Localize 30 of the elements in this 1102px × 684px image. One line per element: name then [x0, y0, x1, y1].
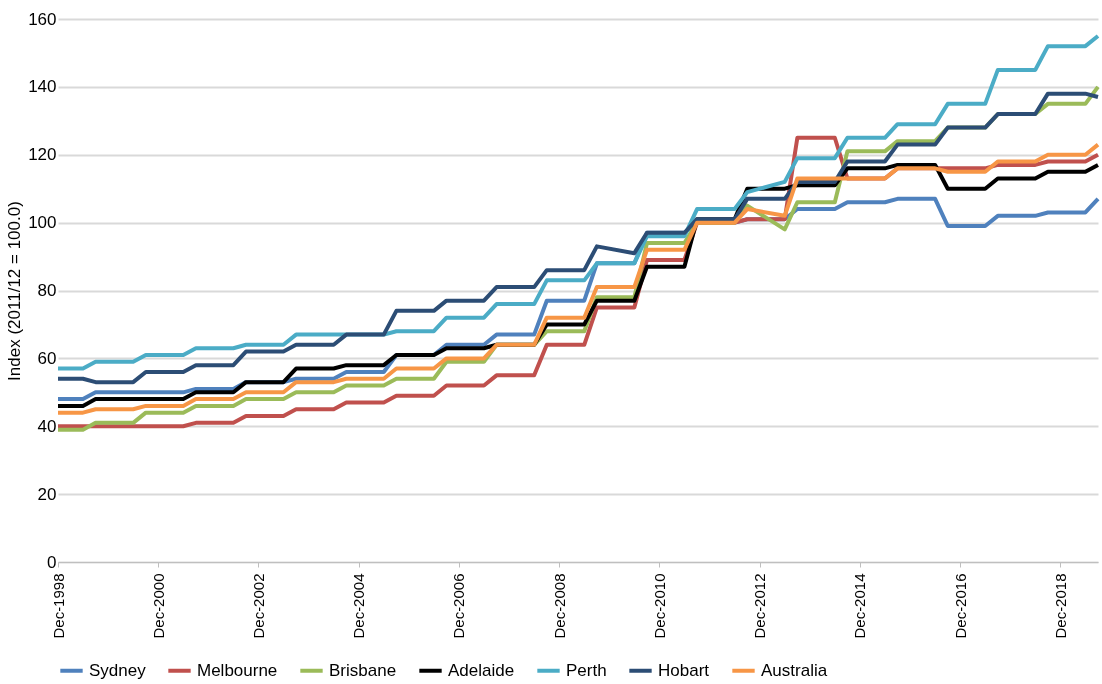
x-tick-label: Dec-2010	[650, 573, 668, 639]
y-tick-label: 100	[28, 213, 57, 233]
y-tick-label: 80	[37, 281, 57, 300]
y-tick-label: 60	[37, 348, 57, 368]
x-tick-label: Dec-2004	[350, 573, 368, 639]
x-tick-label: Dec-2014	[851, 573, 869, 639]
y-tick-label: 40	[37, 416, 57, 436]
line-series	[56, 91, 1100, 385]
x-tick-label: Dec-2012	[751, 573, 769, 639]
legend-label: Melbourne	[197, 660, 278, 680]
y-tick-label: 140	[28, 77, 57, 97]
y-tick-label: 160	[28, 9, 57, 29]
x-tick-label: Dec-1998	[49, 573, 67, 639]
x-tick-label: Dec-2006	[450, 573, 468, 639]
line-series	[56, 33, 1100, 371]
legend-label: Hobart	[658, 660, 710, 680]
legend-label: Perth	[566, 660, 607, 680]
y-tick-label: 20	[37, 484, 57, 504]
legend-label: Adelaide	[448, 660, 515, 680]
legend-label: Sydney	[89, 660, 147, 680]
legend-label: Brisbane	[329, 660, 397, 680]
y-tick-label: 0	[47, 552, 57, 572]
x-tick-label: Dec-2008	[550, 573, 568, 639]
y-tick-label: 120	[28, 145, 57, 165]
x-tick-label: Dec-2018	[1051, 573, 1069, 639]
x-tick-label: Dec-2002	[249, 573, 267, 639]
x-tick-label: Dec-2000	[149, 573, 167, 639]
legend-label: Australia	[761, 660, 828, 680]
y-axis-title: Index (2011/12 = 100.0)	[5, 201, 25, 381]
x-tick-label: Dec-2016	[951, 573, 969, 639]
